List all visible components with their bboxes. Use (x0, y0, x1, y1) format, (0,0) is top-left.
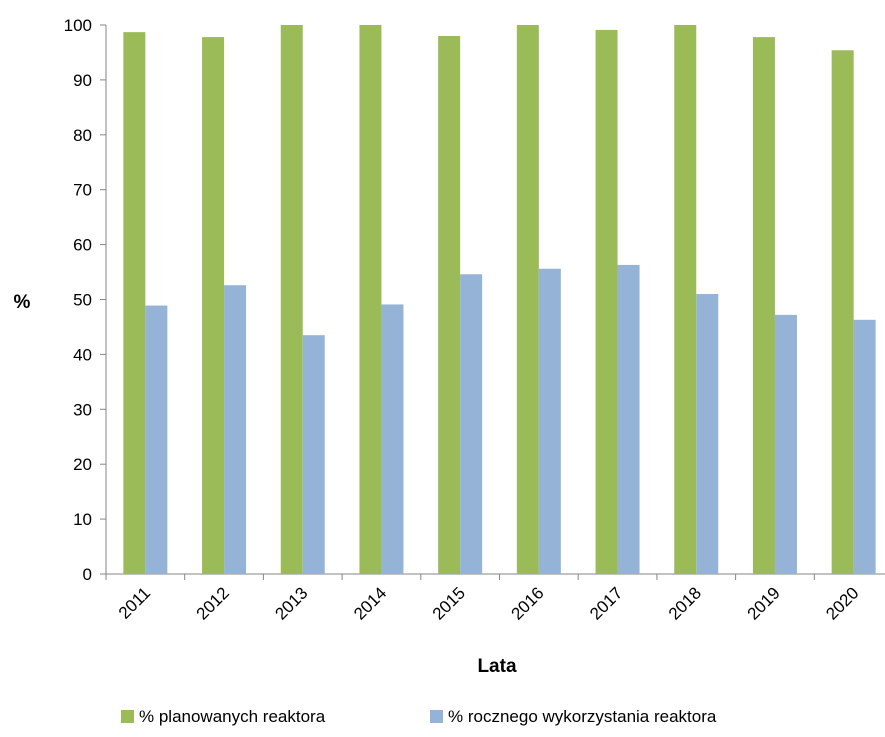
x-tick-label: 2016 (507, 583, 547, 623)
y-tick-label: 20 (73, 455, 92, 474)
legend-label: % planowanych reaktora (139, 707, 326, 726)
x-tick-label: 2012 (193, 583, 233, 623)
y-tick-label: 90 (73, 71, 92, 90)
bar-planned-2014 (359, 25, 382, 574)
x-tick-label: 2011 (115, 583, 154, 622)
bars (123, 25, 876, 575)
legend-label: % rocznego wykorzystania reaktora (448, 707, 717, 726)
y-tick-label: 60 (73, 236, 92, 255)
bar-planned-2012 (202, 37, 225, 574)
bar-utilization-2012 (224, 285, 247, 574)
y-tick-label: 10 (73, 510, 92, 529)
y-axis-title: % (14, 292, 31, 313)
y-tick-label: 100 (64, 16, 92, 35)
x-tick-label: 2014 (350, 583, 390, 623)
legend: % planowanych reaktora % rocznego wykorzy… (121, 707, 717, 726)
bar-planned-2015 (438, 35, 461, 575)
bar-planned-2011 (123, 32, 146, 574)
legend-swatch (121, 710, 134, 723)
x-tick-label: 2013 (271, 583, 311, 623)
x-axis-title: Lata (477, 656, 517, 677)
bar-utilization-2014 (381, 304, 404, 574)
x-tick-label: 2015 (429, 583, 469, 623)
bar-planned-2017 (595, 29, 618, 575)
y-tick-label: 50 (73, 291, 92, 310)
bar-planned-2016 (516, 25, 539, 574)
y-tick-label: 30 (73, 400, 92, 419)
y-tick-label: 80 (73, 126, 92, 145)
x-tick-label: 2019 (744, 583, 784, 623)
bar-utilization-2018 (696, 294, 719, 574)
x-tick-label: 2018 (665, 583, 705, 623)
legend-swatch (430, 710, 443, 723)
bar-planned-2018 (674, 25, 697, 574)
bar-planned-2013 (280, 25, 303, 574)
y-tick-label: 40 (73, 345, 92, 364)
bar-utilization-2015 (460, 274, 483, 574)
y-tick-label: 70 (73, 181, 92, 200)
bar-utilization-2013 (302, 335, 325, 574)
bar-planned-2020 (831, 50, 854, 574)
bar-utilization-2017 (617, 264, 640, 574)
bar-utilization-2016 (538, 268, 561, 574)
bar-planned-2019 (752, 37, 775, 574)
x-tick-label: 2020 (822, 583, 862, 623)
bar-utilization-2011 (145, 305, 168, 574)
bar-utilization-2019 (774, 314, 797, 574)
y-tick-label: 0 (83, 565, 92, 584)
x-tick-label: 2017 (586, 583, 626, 623)
bar-utilization-2020 (853, 319, 876, 574)
